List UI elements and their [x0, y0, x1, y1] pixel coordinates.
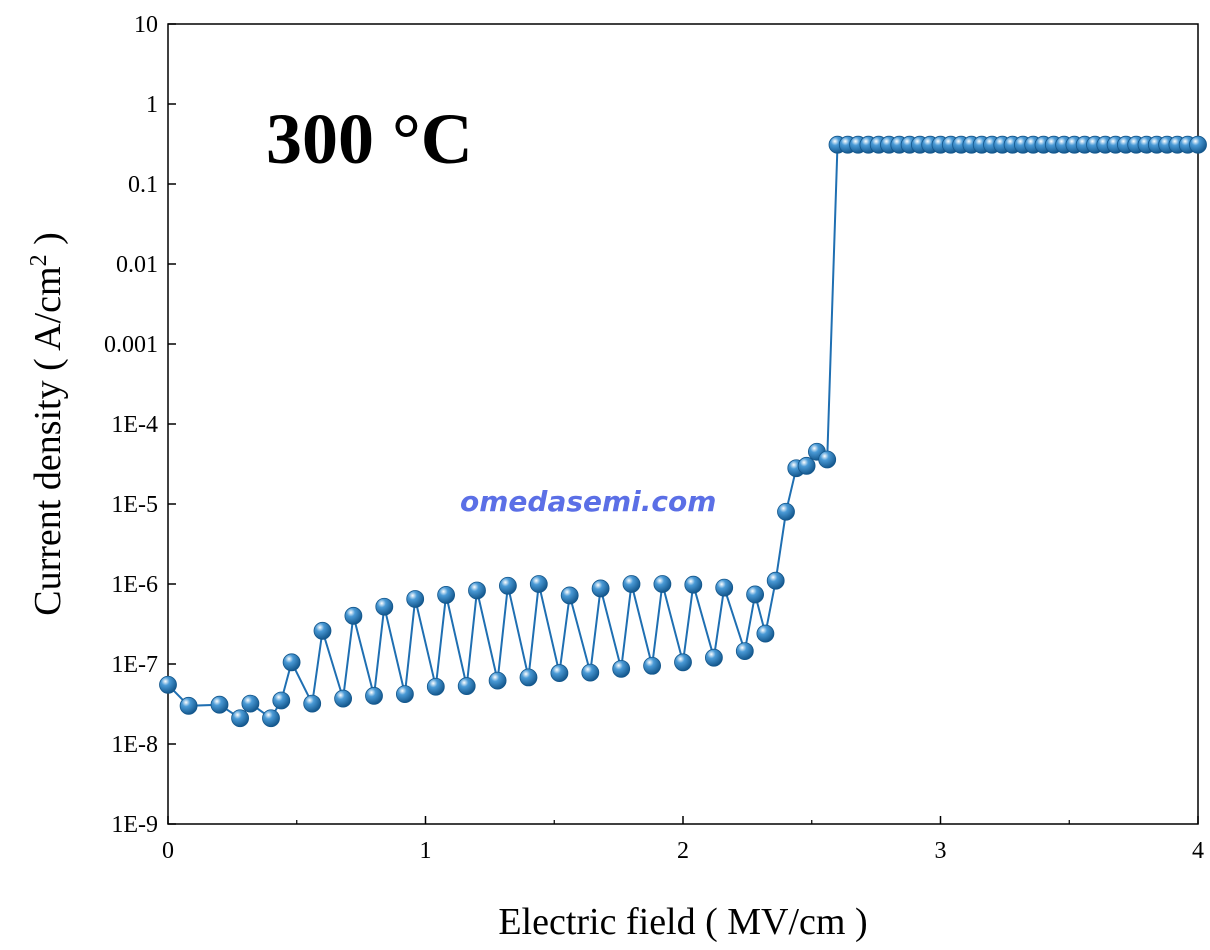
- data-point: [756, 624, 775, 643]
- data-point: [560, 586, 579, 605]
- x-tick-label: 0: [162, 838, 174, 864]
- data-point: [674, 653, 692, 672]
- data-point: [365, 686, 383, 705]
- data-point: [1189, 135, 1207, 154]
- y-tick-label: 0.1: [128, 172, 158, 198]
- axis-ticks: [167, 23, 1199, 825]
- data-point: [282, 653, 301, 672]
- data-point: [643, 656, 661, 675]
- data-point: [705, 648, 723, 667]
- data-point: [159, 675, 177, 694]
- y-tick-label: 1E-7: [111, 652, 158, 678]
- data-point: [426, 677, 445, 696]
- data-point: [375, 597, 394, 616]
- y-axis-label-close: ): [27, 232, 69, 254]
- x-tick-labels: 0 1 2 3 4: [162, 838, 1204, 864]
- y-tick-label: 0.001: [104, 332, 158, 358]
- data-point: [746, 585, 764, 604]
- data-point: [210, 695, 229, 714]
- data-point: [437, 586, 456, 604]
- data-point: [715, 578, 734, 597]
- x-tick-label: 1: [420, 838, 432, 864]
- data-point: [591, 579, 610, 598]
- data-point: [519, 668, 538, 687]
- temperature-annotation: 300 °C: [266, 99, 473, 179]
- x-tick-label: 4: [1192, 838, 1204, 864]
- y-tick-label: 1E-5: [111, 492, 158, 518]
- data-point: [818, 450, 837, 469]
- data-point: [406, 590, 425, 608]
- y-tick-labels: 1E-9 1E-8 1E-7 1E-6 1E-5 1E-4 0.001 0.01 0.1 1 10: [104, 12, 158, 838]
- data-point: [498, 576, 517, 595]
- data-point: [231, 709, 250, 728]
- y-tick-label: 1: [146, 92, 158, 118]
- data-point: [581, 663, 600, 682]
- data-point: [272, 691, 291, 710]
- y-tick-label: 1E-4: [111, 412, 158, 438]
- data-point: [529, 575, 548, 593]
- data-point: [241, 694, 260, 713]
- data-point: [777, 502, 795, 521]
- data-point: [797, 456, 816, 475]
- data-point: [550, 664, 569, 682]
- data-point: [488, 671, 507, 690]
- data-point: [622, 575, 641, 593]
- data-point: [262, 709, 280, 728]
- data-point: [653, 575, 672, 593]
- watermark-text: omedasemi.com: [460, 485, 716, 518]
- y-axis-label-main: Current density ( A/cm: [27, 266, 69, 615]
- x-axis-label: Electric field ( MV/cm ): [498, 901, 867, 943]
- y-tick-label: 1E-9: [111, 812, 158, 838]
- data-point: [468, 581, 486, 600]
- data-point: [313, 621, 332, 640]
- data-point: [684, 575, 703, 594]
- data-point: [395, 685, 414, 704]
- data-point: [334, 689, 353, 708]
- data-point: [612, 659, 631, 678]
- x-tick-label: 2: [677, 838, 689, 864]
- data-point: [344, 606, 363, 625]
- data-point: [735, 642, 754, 660]
- data-points: [159, 135, 1207, 728]
- x-tick-label: 3: [935, 838, 947, 864]
- y-tick-label: 1E-8: [111, 732, 158, 758]
- y-axis-label-superscript: 2: [26, 254, 52, 266]
- data-point: [766, 571, 785, 590]
- y-tick-label: 1E-6: [111, 572, 158, 598]
- data-point: [457, 677, 476, 695]
- y-tick-label: 0.01: [116, 252, 158, 278]
- y-axis-label: Current density ( A/cm2 ): [26, 232, 69, 616]
- data-point: [179, 696, 198, 715]
- data-point: [303, 694, 322, 713]
- y-tick-label: 10: [134, 12, 158, 38]
